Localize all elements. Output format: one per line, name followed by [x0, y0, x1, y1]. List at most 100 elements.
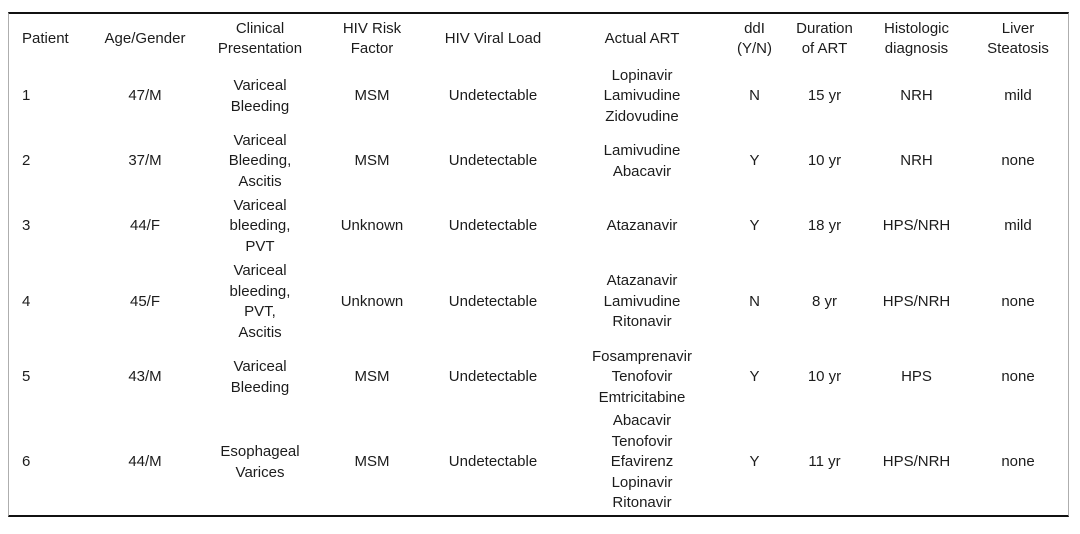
cell-line: bleeding,	[229, 282, 291, 300]
cell-viral_load: Undetectable	[448, 368, 538, 386]
cell-line: Varices	[235, 463, 285, 481]
header-cell-viral_load: HIV Viral Load	[429, 14, 557, 64]
cell-line: Bleeding	[230, 378, 290, 396]
header-cell-clinical: Clinical Presentation	[205, 14, 315, 64]
header-cell-duration: Duration of ART	[782, 14, 867, 64]
cell-patient: 1	[22, 87, 31, 105]
cell-line: Abacavir	[612, 162, 672, 180]
cell-histology: NRH	[900, 87, 933, 105]
cell-steatosis: mild	[1004, 217, 1032, 235]
cell-duration: 10 yr	[807, 152, 842, 170]
cell-line: Zidovudine	[605, 107, 679, 125]
cell-line: Lamivudine	[603, 292, 681, 310]
cell-line: Variceal	[233, 131, 287, 149]
header-label-line: HIV Viral Load	[444, 29, 542, 47]
cell-age_gender: 44/F	[129, 217, 160, 235]
header-cell-age_gender: Age/Gender	[85, 14, 205, 64]
cell-clinical: Esophageal Varices	[205, 410, 315, 515]
table-frame: Patient Age/Gender Clinical Presentation HIV…	[8, 12, 1069, 517]
patient-row: 4 45/F Variceal bleeding, PVT, Ascitis Unknown…	[9, 259, 1070, 345]
header-label-line: Presentation	[217, 40, 303, 57]
cell-age_gender: 43/M	[128, 368, 162, 386]
patient-row: 3 44/F Variceal bleeding, PVT Unknown Undetect…	[9, 194, 1070, 259]
cell-risk: Unknown	[340, 292, 404, 310]
cell-line: Variceal	[233, 358, 287, 375]
cell-line: Abacavir	[612, 412, 672, 430]
cell-patient: 3	[22, 217, 31, 235]
header-label-line: Factor	[350, 40, 394, 57]
table-body: 1 47/M Variceal Bleeding MSM Undetectable Lopi…	[9, 64, 1070, 515]
cell-duration: 15 yr	[807, 87, 842, 105]
cell-clinical: Variceal Bleeding, Ascitis	[205, 129, 315, 194]
cell-age_gender: 45/F	[129, 292, 160, 310]
patients-table: Patient Age/Gender Clinical Presentation HIV…	[9, 14, 1070, 515]
cell-clinical: Variceal Bleeding	[205, 345, 315, 410]
table-header-row: Patient Age/Gender Clinical Presentation HIV…	[9, 14, 1070, 64]
cell-viral_load: Undetectable	[448, 292, 538, 310]
cell-viral_load: Undetectable	[448, 453, 538, 471]
cell-histology: HPS/NRH	[882, 292, 951, 310]
header-label-line: Clinical	[235, 19, 285, 37]
header-label-line: of ART	[801, 40, 848, 57]
cell-art: Lamivudine Abacavir	[557, 129, 727, 194]
patient-row: 1 47/M Variceal Bleeding MSM Undetectable Lopi…	[9, 64, 1070, 129]
cell-line: Atazanavir	[606, 272, 678, 290]
cell-line: Lamivudine	[603, 87, 681, 105]
header-cell-steatosis: Liver Steatosis	[966, 14, 1070, 64]
cell-line: Lopinavir	[611, 66, 673, 84]
cell-age_gender: 44/M	[128, 453, 162, 471]
cell-duration: 11 yr	[808, 453, 841, 471]
cell-steatosis: mild	[1004, 87, 1032, 105]
cell-histology: NRH	[900, 152, 933, 170]
cell-line: Bleeding,	[228, 152, 292, 170]
cell-viral_load: Undetectable	[448, 87, 538, 105]
header-cell-art: Actual ART	[557, 14, 727, 64]
cell-steatosis: none	[1001, 152, 1035, 170]
cell-duration: 8 yr	[811, 292, 837, 310]
cell-line: Ritonavir	[612, 313, 672, 331]
header-label-line: ddI	[744, 19, 765, 37]
cell-line: Lamivudine	[603, 142, 681, 159]
header-label-line: Liver	[1001, 19, 1035, 37]
patient-row: 5 43/M Variceal Bleeding MSM Undetectable Fosa…	[9, 345, 1070, 410]
cell-clinical: Variceal Bleeding	[205, 64, 315, 129]
cell-ddi: Y	[749, 152, 760, 170]
cell-ddi: Y	[749, 453, 760, 471]
cell-ddi: N	[749, 292, 760, 310]
cell-age_gender: 47/M	[128, 87, 162, 105]
cell-line: Esophageal	[220, 443, 300, 460]
cell-viral_load: Undetectable	[448, 217, 538, 235]
cell-line: Bleeding	[230, 97, 290, 115]
cell-risk: MSM	[354, 152, 390, 170]
cell-duration: 10 yr	[807, 368, 842, 386]
cell-ddi: Y	[749, 368, 760, 386]
cell-line: Tenofovir	[611, 432, 673, 450]
cell-ddi: N	[749, 87, 760, 105]
cell-viral_load: Undetectable	[448, 152, 538, 170]
cell-line: bleeding,	[229, 217, 291, 235]
cell-line: Variceal	[233, 77, 287, 94]
cell-art: Atazanavir Lamivudine Ritonavir	[557, 259, 727, 345]
cell-line: Ascitis	[238, 323, 282, 341]
cell-risk: Unknown	[340, 217, 404, 235]
header-label-line: (Y/N)	[737, 40, 772, 57]
cell-steatosis: none	[1001, 368, 1035, 386]
cell-art: Abacavir Tenofovir Efavirenz Lopinavir Riton…	[557, 410, 727, 515]
header-label-line: Duration	[796, 19, 853, 37]
header-cell-ddi: ddI (Y/N)	[727, 14, 782, 64]
header-cell-histology: Histologic diagnosis	[867, 14, 966, 64]
header-label-line: Actual ART	[604, 29, 680, 47]
cell-steatosis: none	[1001, 292, 1035, 310]
cell-line: Variceal	[233, 262, 287, 279]
cell-steatosis: none	[1001, 453, 1035, 471]
header-label-line: Steatosis	[987, 40, 1049, 57]
cell-risk: MSM	[354, 453, 390, 471]
cell-patient: 5	[22, 368, 31, 386]
cell-line: Tenofovir	[611, 368, 673, 386]
header-cell-patient: Patient	[9, 14, 85, 64]
cell-risk: MSM	[354, 368, 390, 386]
cell-clinical: Variceal bleeding, PVT, Ascitis	[205, 259, 315, 345]
cell-histology: HPS/NRH	[882, 453, 951, 471]
cell-line: PVT,	[244, 303, 276, 320]
